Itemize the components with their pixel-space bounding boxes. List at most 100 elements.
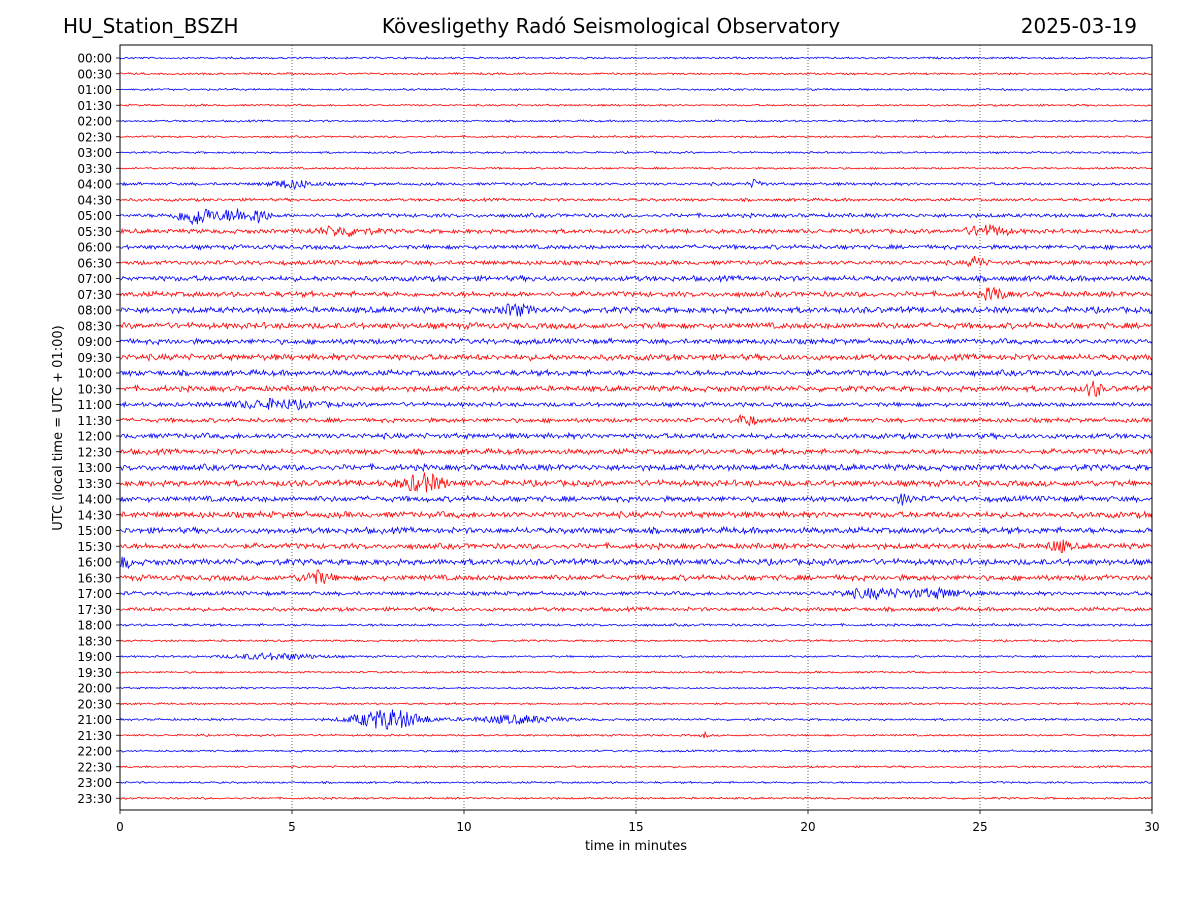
seismic-traces	[119, 56, 1153, 800]
y-tick-label: 01:00	[77, 83, 112, 97]
trace-row-1400	[119, 493, 1153, 506]
y-tick-label: 21:00	[77, 713, 112, 727]
y-tick-label: 15:30	[77, 540, 112, 554]
y-tick-label: 13:00	[77, 461, 112, 475]
x-axis-label: time in minutes	[585, 839, 687, 854]
trace-row-1930	[119, 670, 1153, 674]
y-tick-label: 23:00	[77, 776, 112, 790]
y-tick-label: 15:00	[77, 524, 112, 538]
trace-row-1330	[119, 472, 1153, 493]
trace-row-1500	[119, 525, 1153, 536]
trace-row-1230	[119, 447, 1153, 457]
trace-row-1000	[119, 368, 1153, 378]
trace-row-2030	[119, 701, 1153, 706]
y-tick-label: 05:00	[77, 209, 112, 223]
x-tick-label: 5	[288, 820, 296, 834]
y-tick-label: 00:30	[77, 67, 112, 81]
x-axis-ticks: 0 5 10 15 20 25 30	[116, 810, 1160, 834]
y-tick-label: 22:00	[77, 745, 112, 759]
trace-row-1630	[119, 569, 1153, 584]
trace-row-0100	[119, 87, 1153, 92]
y-tick-label: 12:30	[77, 445, 112, 459]
chart-date: 2025-03-19	[1020, 14, 1137, 38]
y-tick-label: 11:00	[77, 398, 112, 412]
y-tick-label: 05:30	[77, 225, 112, 239]
x-tick-label: 0	[116, 820, 124, 834]
trace-row-0030	[119, 71, 1153, 76]
chart-title: Kövesligethy Radó Seismological Observat…	[381, 14, 841, 38]
trace-row-0730	[119, 286, 1153, 301]
trace-row-1130	[119, 413, 1152, 427]
trace-row-1800	[119, 622, 1153, 628]
trace-row-1530	[120, 539, 1153, 554]
y-tick-label: 13:30	[77, 477, 112, 491]
y-tick-label: 06:30	[77, 256, 112, 270]
trace-row-1300	[119, 462, 1153, 473]
trace-row-0200	[119, 119, 1153, 123]
trace-row-1200	[119, 431, 1153, 441]
y-tick-label: 23:30	[77, 792, 112, 806]
trace-row-2300	[120, 780, 1153, 785]
trace-row-2000	[119, 686, 1153, 690]
y-tick-label: 03:30	[77, 162, 112, 176]
y-tick-label: 08:30	[77, 319, 112, 333]
y-tick-label: 21:30	[77, 729, 112, 743]
y-tick-label: 22:30	[77, 760, 112, 774]
x-tick-label: 20	[800, 820, 815, 834]
trace-row-1730	[119, 605, 1153, 613]
trace-row-0400	[119, 178, 1153, 190]
trace-row-0300	[119, 150, 1153, 155]
trace-row-0900	[119, 337, 1153, 346]
trace-row-0700	[120, 274, 1153, 284]
trace-row-0530	[119, 224, 1153, 238]
y-axis-label: UTC (local time = UTC + 01:00)	[51, 325, 66, 530]
trace-row-1830	[119, 638, 1153, 643]
vertical-gridlines	[291, 45, 981, 810]
trace-row-0800	[119, 302, 1153, 317]
trace-row-0330	[120, 166, 1153, 170]
y-tick-label: 01:30	[77, 99, 112, 113]
y-tick-label: 16:00	[77, 556, 112, 570]
y-tick-label: 09:00	[77, 335, 112, 349]
trace-row-2330	[119, 796, 1153, 800]
y-tick-label: 14:00	[77, 493, 112, 507]
trace-row-0430	[119, 197, 1153, 203]
y-tick-label: 04:30	[77, 193, 112, 207]
trace-row-0630	[119, 255, 1153, 268]
y-tick-label: 19:30	[77, 666, 112, 680]
y-tick-label: 19:00	[77, 650, 112, 664]
y-tick-label: 06:00	[77, 241, 112, 255]
trace-row-1600	[119, 556, 1153, 570]
x-tick-label: 30	[1144, 820, 1159, 834]
y-tick-label: 11:30	[77, 414, 112, 428]
trace-row-1700	[119, 586, 1153, 601]
trace-row-0830	[119, 321, 1153, 331]
y-tick-label: 02:00	[77, 115, 112, 129]
y-tick-label: 20:00	[77, 682, 112, 696]
station-name: HU_Station_BSZH	[63, 14, 239, 38]
y-tick-label: 14:30	[77, 508, 112, 522]
y-tick-label: 02:30	[77, 130, 112, 144]
y-tick-label: 18:30	[77, 634, 112, 648]
y-tick-label: 18:00	[77, 619, 112, 633]
x-tick-label: 10	[456, 820, 471, 834]
y-tick-label: 00:00	[77, 52, 112, 66]
trace-row-1030	[119, 380, 1153, 398]
trace-row-2230	[119, 764, 1153, 769]
trace-row-2130	[119, 730, 1153, 739]
trace-row-0930	[119, 352, 1153, 362]
x-tick-label: 15	[628, 820, 643, 834]
y-tick-label: 09:30	[77, 351, 112, 365]
y-tick-label: 17:30	[77, 603, 112, 617]
trace-row-2200	[119, 749, 1153, 753]
y-tick-label: 08:00	[77, 304, 112, 318]
trace-row-1100	[119, 397, 1153, 411]
trace-row-2100	[119, 709, 1153, 731]
y-tick-label: 07:30	[77, 288, 112, 302]
trace-row-0500	[119, 208, 1153, 226]
y-tick-label: 07:00	[77, 272, 112, 286]
y-tick-label: 12:00	[77, 430, 112, 444]
trace-row-0000	[119, 56, 1153, 60]
